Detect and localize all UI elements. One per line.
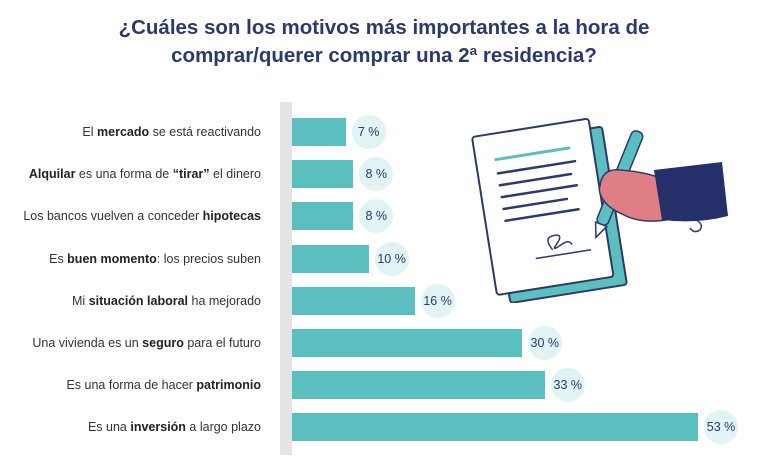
category-label-part: Alquilar <box>28 167 76 182</box>
category-label-part: mercado <box>97 125 150 139</box>
bar <box>292 413 698 442</box>
data-label: 33 % <box>550 368 585 403</box>
data-label: 30 % <box>527 326 562 360</box>
category-label: El mercado se está reactivando <box>82 124 261 140</box>
category-label-part: hipotecas <box>202 209 261 224</box>
data-label: 8 % <box>359 157 394 192</box>
bar <box>292 202 354 231</box>
axis-track <box>280 102 292 455</box>
chart-title-line-2: comprar/querer comprar una 2ª residencia… <box>171 44 597 67</box>
category-label: Alquilar es una forma de “tirar” el dine… <box>29 166 261 182</box>
bar <box>292 244 369 273</box>
data-label: 7 % <box>351 115 386 149</box>
category-label: Es una inversión a largo plazo <box>88 419 261 435</box>
data-label: 10 % <box>374 241 409 276</box>
category-label-part: Mi <box>72 293 89 308</box>
category-label-part: buen momento <box>67 251 157 266</box>
category-label-part: Es una forma de hacer <box>66 378 197 393</box>
category-label: Los bancos vuelven a conceder hipotecas <box>23 208 261 224</box>
category-label-part: se está reactivando <box>149 125 261 139</box>
category-label: Es una forma de hacer patrimonio <box>66 377 261 393</box>
bar <box>292 118 346 146</box>
category-label-part: para el futuro <box>183 336 261 350</box>
bar <box>292 160 354 189</box>
category-label-part: el dinero <box>209 167 261 182</box>
category-label-part: a largo plazo <box>185 420 261 435</box>
bar <box>292 329 522 357</box>
category-label: Es buen momento: los precios suben <box>49 251 261 267</box>
category-label-part: ha mejorado <box>188 293 262 308</box>
category-label-part: Los bancos vuelven a conceder <box>23 209 203 224</box>
category-label-part: es una forma de <box>75 167 173 182</box>
category-label-part: El <box>82 125 98 139</box>
data-label: 53 % <box>704 410 738 445</box>
chart-title: ¿Cuáles son los motivos más importantes … <box>0 14 768 70</box>
data-label: 16 % <box>420 283 455 318</box>
category-label-part: “tirar” <box>172 167 210 182</box>
category-label-part: seguro <box>142 336 184 350</box>
category-label-part: Es <box>49 251 68 266</box>
category-label: Mi situación laboral ha mejorado <box>72 293 261 309</box>
chart-title-line-1: ¿Cuáles son los motivos más importantes … <box>118 16 650 39</box>
data-label: 8 % <box>359 199 394 234</box>
category-label-part: Es una <box>87 420 131 435</box>
category-label-part: Una vivienda es un <box>32 336 143 350</box>
category-label-part: patrimonio <box>196 378 261 393</box>
bar <box>292 371 545 400</box>
category-label-part: situación laboral <box>88 293 189 308</box>
category-label-part: inversión <box>130 420 186 435</box>
category-label: Una vivienda es un seguro para el futuro <box>32 335 261 351</box>
bar <box>292 286 415 315</box>
hand-signing-document-icon <box>468 108 733 304</box>
category-label-part: : los precios suben <box>156 251 261 266</box>
